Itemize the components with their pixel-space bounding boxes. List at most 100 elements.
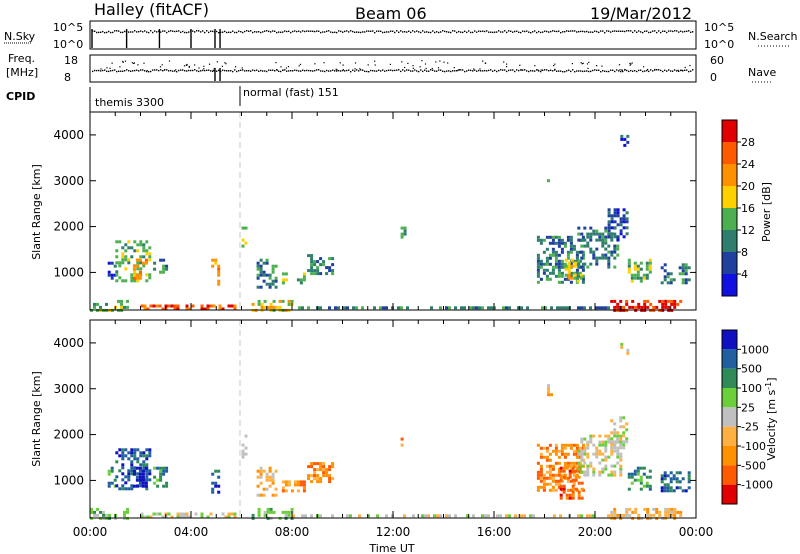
- velocity-cell: [577, 493, 581, 497]
- nave-point: [435, 61, 437, 63]
- power-cell: [331, 257, 335, 261]
- power-cell: [619, 217, 623, 221]
- freq-point: [114, 69, 116, 71]
- velocity-cell: [96, 513, 99, 517]
- power-cell: [325, 266, 329, 270]
- power-cell: [256, 276, 260, 280]
- freq-point: [468, 69, 470, 71]
- nave-point: [208, 63, 211, 65]
- velocity-cell: [565, 466, 569, 470]
- nsky-point: [414, 31, 416, 33]
- nsky-point: [368, 30, 370, 32]
- velocity-cell: [133, 466, 137, 470]
- nsky-point: [144, 30, 146, 32]
- power-cell: [331, 263, 335, 267]
- velocity-cell: [376, 514, 379, 518]
- nsky-point: [362, 31, 364, 33]
- velocity-cell: [118, 487, 122, 491]
- power-cell: [400, 235, 404, 239]
- power-cell: [126, 305, 129, 309]
- velocity-cell: [319, 514, 322, 518]
- nsky-point: [312, 30, 314, 32]
- power-cell: [616, 223, 620, 227]
- nsky-point: [372, 30, 374, 32]
- freq-point: [202, 69, 204, 72]
- velocity-cell: [616, 440, 620, 444]
- velocity-cell: [580, 514, 583, 518]
- power-cell: [598, 256, 602, 260]
- freq-point: [242, 69, 244, 71]
- velocity-cell: [274, 487, 278, 491]
- power-cell: [302, 275, 306, 279]
- nsky-point: [128, 31, 130, 33]
- power-cell: [631, 305, 635, 309]
- power-cell: [681, 269, 685, 273]
- power-cell: [346, 306, 349, 310]
- velocity-cell: [557, 479, 561, 483]
- power-cell: [676, 302, 680, 306]
- nsky-point: [192, 30, 194, 32]
- nsky-point: [346, 30, 348, 32]
- velocity-cell: [586, 473, 590, 477]
- velocity-colorbar-swatch: [722, 388, 737, 408]
- velocity-cell: [566, 452, 570, 456]
- power-cell: [554, 241, 558, 245]
- nsky-point: [526, 30, 528, 32]
- power-cell: [266, 305, 270, 309]
- velocity-cell: [316, 480, 320, 484]
- nsky-point: [598, 31, 600, 34]
- power-cell: [633, 264, 637, 268]
- velocity-cell: [568, 469, 572, 473]
- nave-point: [439, 60, 441, 62]
- velocity-cell: [551, 485, 555, 489]
- power-cell: [580, 244, 584, 248]
- velocity-cell: [610, 443, 614, 447]
- nsky-point: [420, 31, 422, 34]
- power-cell: [583, 244, 587, 248]
- power-cell: [560, 280, 564, 284]
- freq-point: [330, 70, 332, 72]
- velocity-cell: [616, 461, 620, 465]
- power-cell: [430, 306, 433, 310]
- power-cell: [262, 270, 266, 274]
- velocity-colorbar-tick-label: 25: [741, 401, 755, 414]
- velocity-cell: [153, 481, 157, 485]
- nsky-point: [348, 31, 350, 33]
- velocity-cell: [610, 449, 614, 453]
- power-cell: [604, 306, 607, 310]
- power-cell: [577, 306, 580, 310]
- nave-point: [407, 62, 409, 64]
- power-cell: [130, 246, 134, 250]
- power-cell: [259, 273, 263, 277]
- nave-point: [404, 66, 406, 69]
- freq-point: [104, 69, 106, 71]
- velocity-cell: [262, 487, 266, 491]
- nave-point: [241, 67, 243, 69]
- velocity-cell: [557, 449, 561, 453]
- nsky-point: [504, 30, 506, 32]
- freq-point: [536, 69, 538, 71]
- velocity-cell: [268, 469, 272, 473]
- power-cell: [566, 253, 570, 257]
- nave-point: [401, 61, 403, 63]
- velocity-cell: [613, 434, 617, 438]
- freq-point: [366, 70, 368, 73]
- power-cell: [124, 249, 128, 253]
- power-cell: [135, 273, 139, 277]
- power-cell: [127, 240, 131, 244]
- power-cell: [681, 278, 685, 282]
- freq-point: [388, 69, 390, 71]
- freq-point: [292, 70, 294, 72]
- nave-point: [421, 60, 423, 62]
- nsky-point: [186, 31, 188, 34]
- freq-point: [206, 69, 208, 71]
- freq-point: [382, 69, 384, 71]
- power-cell: [557, 241, 561, 245]
- velocity-cell: [124, 475, 128, 479]
- power-cell: [167, 304, 171, 308]
- velocity-cell: [284, 513, 288, 517]
- freq-point: [422, 70, 424, 73]
- power-cell: [135, 264, 139, 268]
- velocity-cell: [108, 513, 111, 517]
